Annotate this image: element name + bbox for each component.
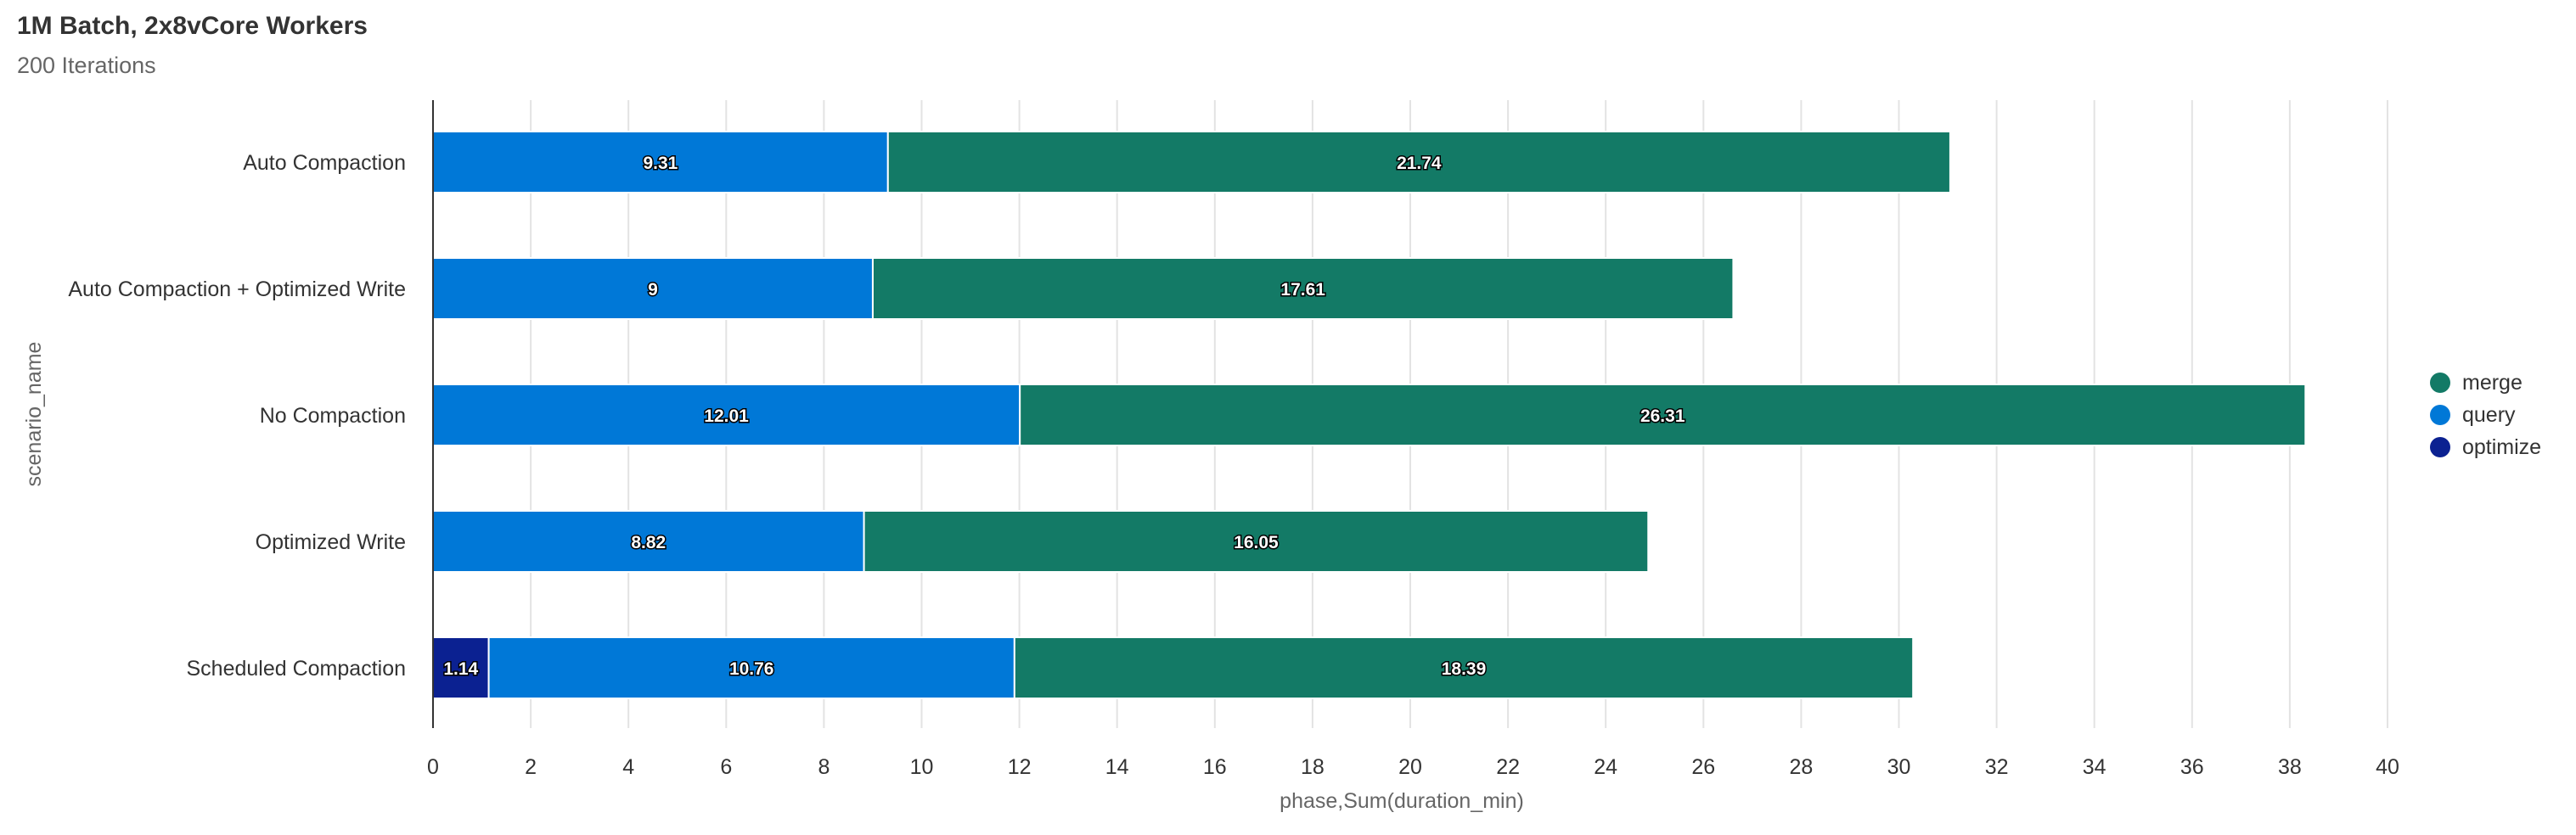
data-label-merge: 26.31 [1640,406,1685,426]
data-label-merge: 21.74 [1397,154,1442,173]
bar-segment-merge [1019,384,2307,446]
x-tick-label: 0 [427,755,439,779]
data-label-merge: 18.39 [1442,659,1487,679]
bar-segment-merge [871,257,1735,320]
x-tick-label: 34 [2083,755,2106,779]
data-label-optimize: 1.14 [443,659,478,679]
x-tick-label: 10 [910,755,934,779]
x-tick-label: 8 [818,755,830,779]
x-tick-label: 20 [1398,755,1422,779]
x-tick-label: 6 [720,755,732,779]
x-tick-label: 36 [2180,755,2204,779]
legend-item-optimize[interactable]: optimize [2430,431,2541,463]
x-axis-label: phase,Sum(duration_min) [1280,789,1524,813]
data-label-query: 10.76 [729,659,774,679]
legend-label-query: query [2462,402,2516,427]
bar-segment-query [487,636,1015,699]
category-label: Optimized Write [256,530,406,554]
data-label-merge: 17.61 [1280,280,1325,300]
legend-item-merge[interactable]: merge [2430,367,2541,399]
category-label: Auto Compaction [243,151,406,175]
category-label: No Compaction [260,404,406,428]
legend-swatch-query [2430,405,2450,425]
x-tick-label: 14 [1105,755,1129,779]
x-tick-label: 24 [1594,755,1617,779]
chart-title: 1M Batch, 2x8vCore Workers [17,12,368,40]
legend-label-merge: merge [2462,370,2523,395]
bar-segment-merge [1013,636,1915,699]
bar-segment-query [432,510,865,573]
x-tick-label: 38 [2278,755,2302,779]
bar-segment-merge [886,131,1951,193]
bar-segment-query [432,131,889,193]
x-tick-label: 18 [1301,755,1325,779]
x-tick-label: 16 [1203,755,1227,779]
x-tick-label: 28 [1789,755,1813,779]
x-tick-label: 32 [1985,755,2009,779]
y-axis-label: scenario_name [22,342,46,487]
chart-subtitle: 200 Iterations [17,53,156,78]
x-tick-label: 30 [1887,755,1911,779]
data-label-merge: 16.05 [1234,533,1279,552]
bar-segment-merge [863,510,1650,573]
legend: merge query optimize [2430,367,2541,463]
legend-item-query[interactable]: query [2430,399,2541,431]
x-tick-label: 26 [1691,755,1715,779]
data-label-query: 12.01 [704,406,749,426]
x-tick-label: 2 [525,755,537,779]
x-tick-label: 4 [622,755,634,779]
category-label: Scheduled Compaction [187,657,407,681]
x-tick-label: 40 [2376,755,2399,779]
data-label-query: 9.31 [643,154,678,173]
legend-swatch-merge [2430,373,2450,393]
data-label-query: 8.82 [631,533,666,552]
category-label: Auto Compaction + Optimized Write [68,277,406,301]
legend-swatch-optimize [2430,437,2450,457]
x-tick-label: 12 [1008,755,1032,779]
legend-label-optimize: optimize [2462,434,2542,459]
x-tick-label: 22 [1496,755,1520,779]
data-label-query: 9 [648,280,658,300]
